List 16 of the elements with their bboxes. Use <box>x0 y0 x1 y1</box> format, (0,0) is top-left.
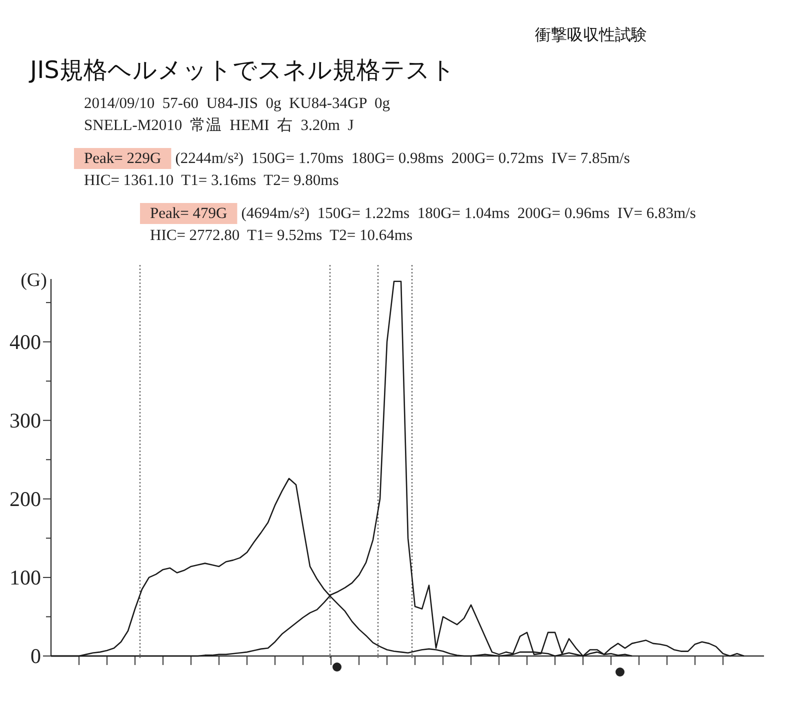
text: (4694m/s²) 150G= 1.22ms 180G= 1.04ms 200G= 0.96ms IV= 6.83m/s <box>241 205 696 222</box>
y-tick-label: 400 <box>10 330 41 354</box>
y-tick-label: 0 <box>30 644 41 668</box>
text: 2014/09/10 57-60 U84-JIS 0g KU84-34GP 0g <box>84 95 390 112</box>
text: HIC= 1361.10 T1= 3.16ms T2= 9.80ms <box>84 172 339 189</box>
text: Peak= 229G <box>84 150 162 167</box>
y-tick-label: 200 <box>10 486 41 511</box>
y-tick-label: 100 <box>10 565 41 590</box>
y-tick-label: 300 <box>10 408 41 432</box>
text: (2244m/s²) 150G= 1.70ms 180G= 0.98ms 200G= 0.72ms IV= 7.85m/s <box>175 150 630 167</box>
y-axis-title: (G) <box>20 270 47 291</box>
text: SNELL-M2010 常温 HEMI 右 3.20m J <box>84 116 354 134</box>
chart-subtitle: 衝撃吸収性試験 <box>535 25 647 44</box>
text: Peak= 479G <box>150 205 228 222</box>
chart-title: JIS規格ヘルメットでスネル規格テスト <box>28 56 456 84</box>
text: HIC= 2772.80 T1= 9.52ms T2= 10.64ms <box>150 227 412 244</box>
